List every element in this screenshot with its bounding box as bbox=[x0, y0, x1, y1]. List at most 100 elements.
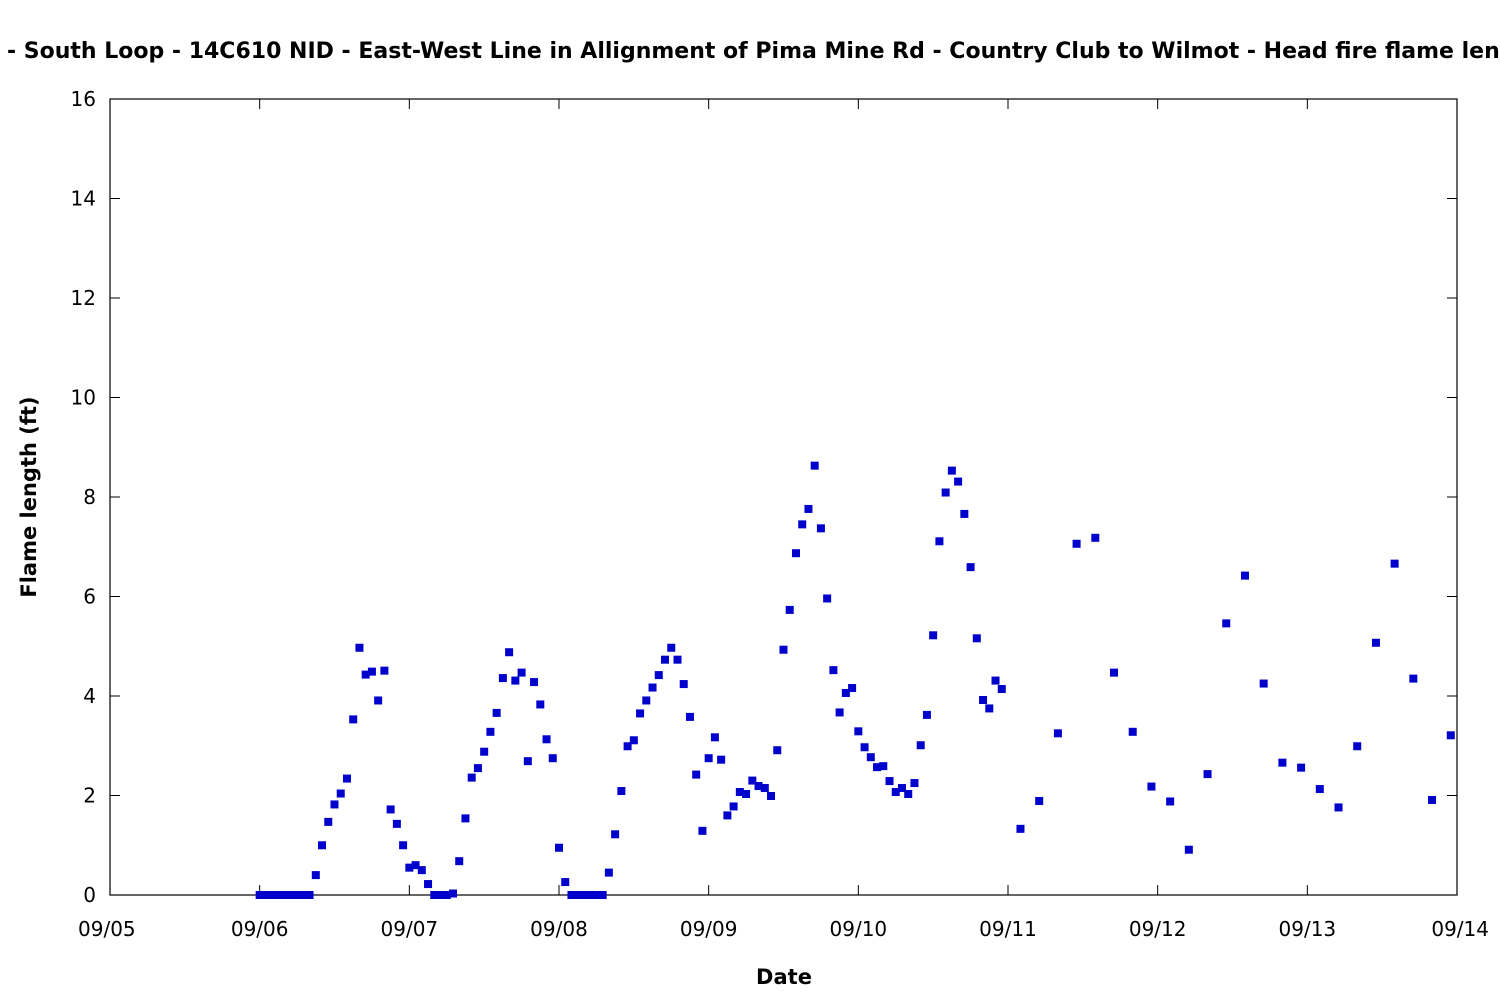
data-point bbox=[748, 776, 757, 785]
data-point bbox=[979, 695, 988, 704]
data-point bbox=[411, 861, 420, 870]
data-point bbox=[685, 712, 694, 721]
data-point bbox=[835, 708, 844, 717]
data-point bbox=[492, 708, 501, 717]
data-point bbox=[1278, 758, 1287, 767]
data-point bbox=[966, 563, 975, 572]
data-point bbox=[710, 733, 719, 742]
data-point bbox=[623, 742, 632, 751]
data-point bbox=[280, 891, 289, 899]
data-point bbox=[1334, 803, 1343, 812]
chart-title: - South Loop - 14C610 NID - East-West Li… bbox=[7, 39, 1500, 64]
x-tick-label: 09/05 bbox=[78, 917, 136, 941]
data-point bbox=[717, 755, 726, 764]
data-point bbox=[785, 605, 794, 614]
data-point bbox=[723, 811, 732, 820]
data-point bbox=[629, 736, 638, 745]
data-point bbox=[430, 891, 439, 899]
data-point bbox=[542, 735, 551, 744]
data-point bbox=[997, 685, 1006, 694]
data-point bbox=[311, 871, 320, 880]
data-point bbox=[1390, 559, 1399, 568]
y-tick-label: 6 bbox=[83, 585, 96, 609]
data-point bbox=[873, 763, 882, 772]
data-point bbox=[941, 488, 950, 497]
data-point bbox=[654, 671, 663, 680]
data-point bbox=[424, 880, 433, 889]
y-tick-label: 0 bbox=[83, 883, 96, 907]
data-point bbox=[904, 790, 913, 799]
data-point bbox=[779, 645, 788, 654]
data-point bbox=[1016, 824, 1025, 833]
data-point bbox=[1428, 795, 1437, 804]
data-point bbox=[523, 757, 532, 766]
data-point bbox=[342, 774, 351, 783]
data-point bbox=[972, 634, 981, 643]
y-tick-label: 14 bbox=[71, 187, 96, 211]
data-point bbox=[480, 747, 489, 756]
data-point bbox=[810, 461, 819, 470]
data-point bbox=[1147, 782, 1156, 791]
data-point bbox=[561, 878, 570, 887]
data-point bbox=[579, 891, 588, 899]
data-point bbox=[567, 891, 576, 899]
data-point bbox=[798, 520, 807, 529]
data-point bbox=[636, 709, 645, 718]
data-point bbox=[735, 788, 744, 797]
data-point bbox=[1353, 742, 1362, 751]
data-point bbox=[336, 789, 345, 798]
data-point bbox=[885, 777, 894, 786]
data-point bbox=[773, 746, 782, 755]
data-point bbox=[910, 779, 919, 788]
data-point bbox=[367, 667, 376, 676]
y-tick-label: 4 bbox=[83, 684, 96, 708]
data-point bbox=[355, 643, 364, 652]
data-point bbox=[960, 509, 969, 518]
data-point bbox=[511, 676, 520, 685]
data-point bbox=[286, 891, 295, 899]
data-point bbox=[729, 802, 738, 811]
data-point bbox=[1371, 638, 1380, 647]
x-axis-title: Date bbox=[756, 965, 812, 989]
data-point bbox=[679, 680, 688, 689]
data-point bbox=[461, 814, 470, 823]
x-tick-label: 09/07 bbox=[381, 917, 439, 941]
data-point bbox=[866, 753, 875, 762]
data-point bbox=[399, 841, 408, 850]
data-point bbox=[860, 743, 869, 752]
data-point bbox=[455, 857, 464, 866]
data-point bbox=[947, 466, 956, 475]
data-point bbox=[592, 891, 601, 899]
data-point bbox=[604, 868, 613, 877]
data-point bbox=[1446, 731, 1455, 740]
data-point bbox=[268, 891, 277, 899]
data-point bbox=[897, 784, 906, 793]
data-point bbox=[318, 841, 327, 850]
data-point bbox=[1259, 679, 1268, 688]
data-point bbox=[929, 631, 938, 640]
data-point bbox=[916, 741, 925, 750]
data-point bbox=[1072, 539, 1081, 548]
data-point bbox=[704, 754, 713, 763]
x-tick-label: 09/11 bbox=[979, 917, 1037, 941]
data-point bbox=[255, 891, 264, 899]
data-point bbox=[854, 727, 863, 736]
data-point bbox=[517, 668, 526, 677]
data-point bbox=[436, 891, 445, 899]
data-point bbox=[405, 863, 414, 872]
data-point bbox=[985, 704, 994, 713]
data-point bbox=[473, 764, 482, 773]
data-point bbox=[299, 891, 308, 899]
data-point bbox=[848, 684, 857, 693]
data-point bbox=[841, 689, 850, 698]
data-point bbox=[1110, 668, 1119, 677]
data-point bbox=[1240, 571, 1249, 580]
data-point bbox=[611, 830, 620, 839]
data-point bbox=[586, 891, 595, 899]
plot-area bbox=[109, 98, 1458, 896]
data-point bbox=[667, 643, 676, 652]
data-point bbox=[891, 788, 900, 797]
data-point bbox=[879, 762, 888, 771]
x-tick-label: 09/06 bbox=[231, 917, 289, 941]
